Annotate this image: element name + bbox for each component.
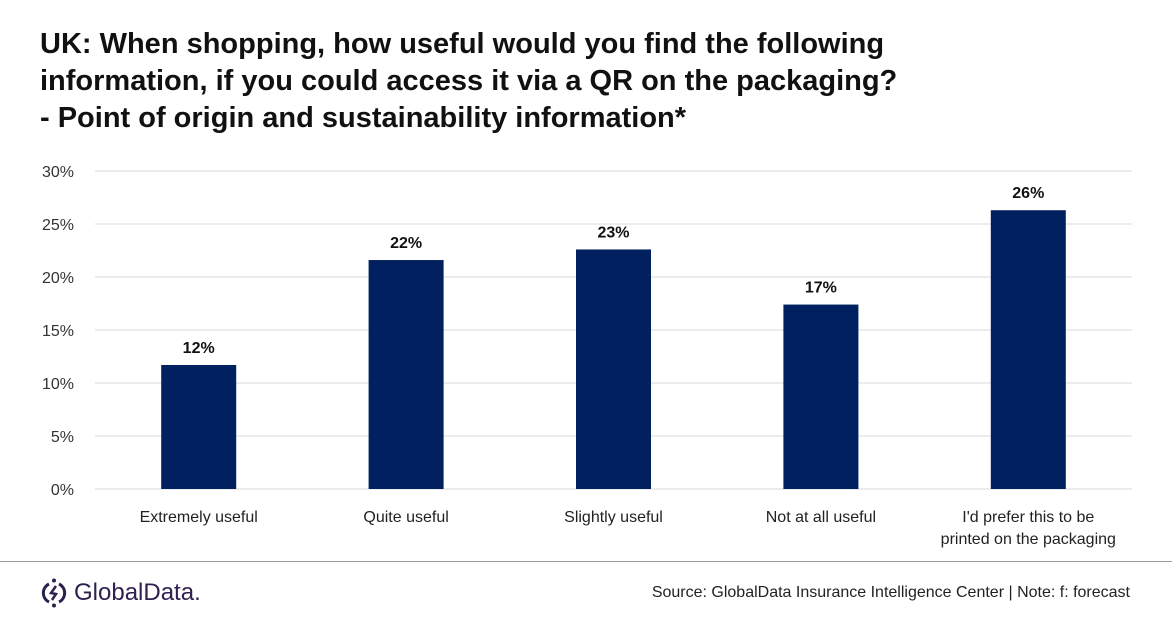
y-tick-label: 25% xyxy=(42,217,74,234)
data-label: 26% xyxy=(1012,185,1044,202)
title-line: information, if you could access it via … xyxy=(40,65,898,97)
data-label: 12% xyxy=(183,340,215,357)
x-tick-label: Quite useful xyxy=(363,509,448,526)
title-line: UK: When shopping, how useful would you … xyxy=(40,28,885,60)
footer-divider xyxy=(0,561,1172,562)
bar xyxy=(783,304,859,489)
chart-title: UK: When shopping, how useful would you … xyxy=(40,26,1140,137)
bar xyxy=(990,210,1066,489)
globaldata-logo: GlobalData. xyxy=(40,578,201,608)
bar xyxy=(161,364,237,489)
x-tick-label: I'd prefer this to be printed on the pack… xyxy=(941,509,1116,548)
source-note: Source: GlobalData Insurance Intelligenc… xyxy=(651,584,1130,601)
data-label: 17% xyxy=(805,280,837,297)
y-tick-label: 10% xyxy=(42,376,74,393)
bar xyxy=(576,249,651,489)
data-label: 22% xyxy=(390,235,422,252)
x-tick-label: Not at all useful xyxy=(766,509,876,526)
y-tick-label: 0% xyxy=(51,482,74,499)
y-tick-label: 30% xyxy=(42,164,74,181)
globaldata-logo-icon xyxy=(41,578,67,608)
x-tick-label: Slightly useful xyxy=(564,509,663,526)
bar-chart: 0% 5% 10% 15% 20% 25% 30% 12% Extremely useful 22… xyxy=(42,164,1132,548)
y-tick-label: 15% xyxy=(42,323,74,340)
x-tick-label: Extremely useful xyxy=(140,509,258,526)
title-line: - Point of origin and sustainability inf… xyxy=(40,102,687,134)
logo-text: GlobalData. xyxy=(74,579,201,606)
y-tick-label: 20% xyxy=(42,270,74,287)
y-tick-label: 5% xyxy=(51,429,74,446)
bar xyxy=(368,260,444,489)
data-label: 23% xyxy=(597,224,629,241)
